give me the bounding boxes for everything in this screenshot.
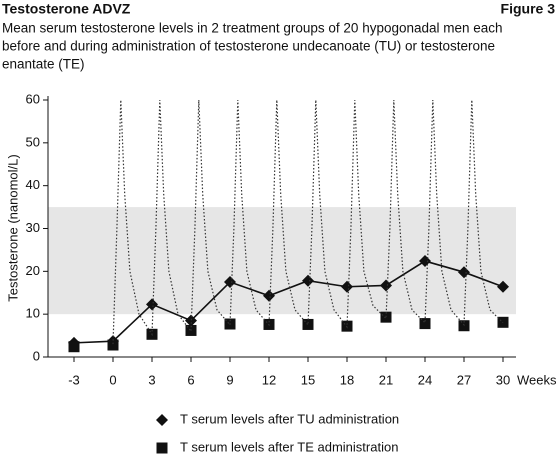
data-point (302, 318, 314, 330)
x-tick-label: 18 (340, 372, 354, 387)
x-tick-label: 3 (148, 372, 155, 387)
x-tick-label: 30 (496, 372, 510, 387)
data-point (263, 289, 275, 302)
x-tick-label: 24 (418, 372, 432, 387)
data-point (458, 266, 470, 279)
x-tick-label: 12 (262, 372, 276, 387)
y-tick-label: 50 (26, 134, 40, 149)
subtitle-line: before and during administration of test… (2, 39, 495, 54)
y-tick-label: 60 (26, 91, 40, 106)
reference-band (48, 207, 516, 315)
data-point (185, 314, 197, 327)
data-point (341, 280, 353, 293)
x-tick-label: 21 (379, 372, 393, 387)
y-tick-label: 20 (26, 263, 40, 278)
y-tick-label: 40 (26, 177, 40, 192)
y-axis-label: Testosterone (nanomol/L) (5, 154, 20, 301)
legend-label: T serum levels after TE administration (180, 439, 398, 454)
chart-title: Testosterone ADVZ (2, 1, 131, 17)
legend-marker (156, 442, 168, 454)
subtitle-line: Mean serum testosterone levels in 2 trea… (2, 21, 503, 36)
y-tick-label: 10 (26, 306, 40, 321)
data-point (146, 298, 158, 311)
x-tick-label: 15 (301, 372, 315, 387)
x-tick-label: 0 (109, 372, 116, 387)
series-line (73, 260, 504, 344)
legend-marker (156, 414, 168, 426)
legend-label: T serum levels after TU administration (180, 411, 399, 426)
data-point (224, 276, 236, 289)
data-point (107, 339, 119, 351)
data-point (419, 318, 431, 330)
x-tick-label: 9 (226, 372, 233, 387)
data-point (497, 280, 509, 293)
x-tick-label: 6 (187, 372, 194, 387)
x-tick-label: 27 (457, 372, 471, 387)
x-tick-label: -3 (68, 372, 80, 387)
concentration-curve (112, 99, 504, 345)
y-tick-label: 30 (26, 220, 40, 235)
data-point (68, 341, 80, 353)
subtitle-line: enantate (TE) (2, 57, 85, 72)
y-tick-label: 0 (33, 348, 40, 363)
x-axis-label: Weeks (517, 372, 557, 387)
data-point (302, 274, 314, 287)
data-point (380, 311, 392, 323)
figure-label: Figure 3 (501, 1, 556, 17)
data-point (380, 279, 392, 292)
